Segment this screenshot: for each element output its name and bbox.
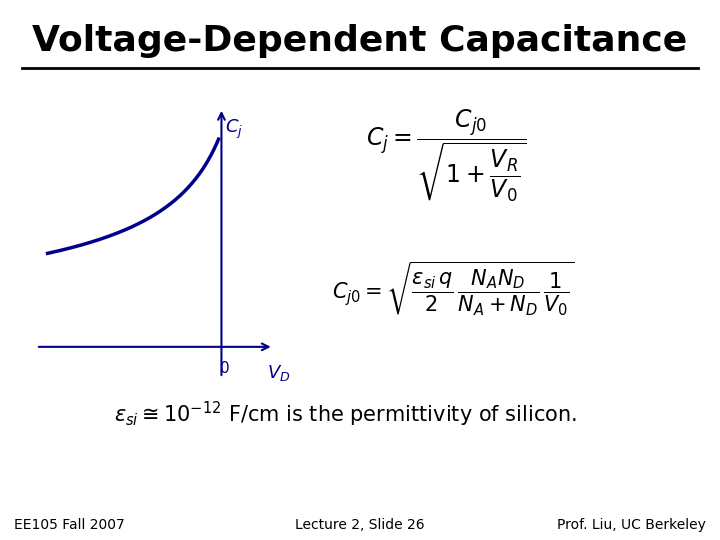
Text: $V_D$: $V_D$ (267, 363, 291, 383)
Text: Lecture 2, Slide 26: Lecture 2, Slide 26 (295, 518, 425, 532)
Text: $C_j$: $C_j$ (225, 118, 243, 141)
Text: $C_{j0} = \sqrt{\dfrac{\varepsilon_{si}\,q}{2}\,\dfrac{N_A N_D}{N_A + N_D}\,\dfr: $C_{j0} = \sqrt{\dfrac{\varepsilon_{si}\… (332, 259, 575, 317)
Text: EE105 Fall 2007: EE105 Fall 2007 (14, 518, 125, 532)
Text: Voltage-Dependent Capacitance: Voltage-Dependent Capacitance (32, 24, 688, 58)
Text: $\varepsilon_{si} \cong 10^{-12}$ F/cm is the permittivity of silicon.: $\varepsilon_{si} \cong 10^{-12}$ F/cm i… (114, 400, 577, 429)
Text: $C_j = \dfrac{C_{j0}}{\sqrt{1+\dfrac{V_R}{V_0}}}$: $C_j = \dfrac{C_{j0}}{\sqrt{1+\dfrac{V_R… (366, 108, 526, 204)
Text: Prof. Liu, UC Berkeley: Prof. Liu, UC Berkeley (557, 518, 706, 532)
Text: 0: 0 (220, 361, 229, 376)
